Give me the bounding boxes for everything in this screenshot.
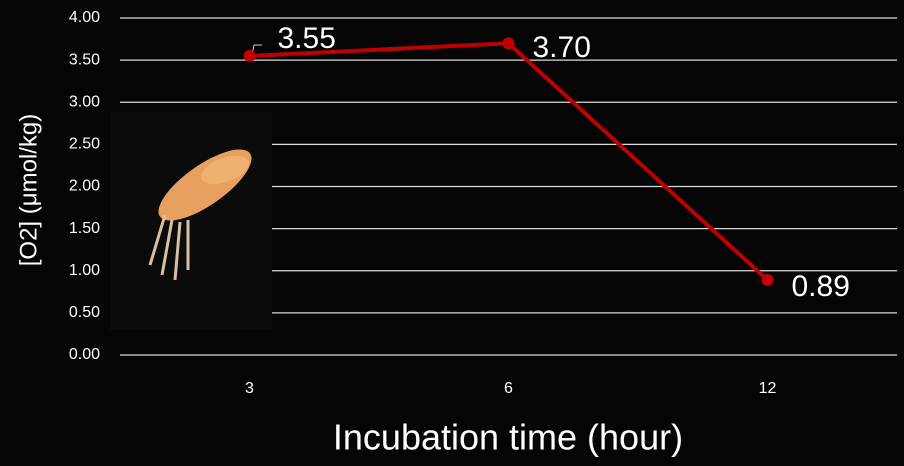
x-tick-label: 3 [245,380,254,397]
y-tick-label: 3.50 [69,51,100,68]
x-axis-title: Incubation time (hour) [333,417,683,458]
y-tick-label: 4.00 [69,9,100,26]
data-label: 3.70 [533,31,591,64]
data-label: 3.55 [278,22,336,55]
y-tick-label: 3.00 [69,93,100,110]
y-tick-label: 0.50 [69,304,100,321]
y-axis-title: [O2] (μmol/kg) [15,114,42,267]
y-tick-label: 2.50 [69,136,100,153]
y-tick-label: 0.00 [69,346,100,363]
data-point [502,37,515,50]
x-tick-label: 6 [504,380,513,397]
data-label: 0.89 [792,270,850,303]
shrimp-photo [110,112,272,330]
y-tick-label: 1.00 [69,262,100,279]
x-tick-label: 12 [759,380,777,397]
shrimp-legs [148,214,190,281]
data-point [761,274,774,287]
photo-frame [110,112,272,330]
y-tick-label: 2.00 [69,178,100,195]
y-tick-label: 1.50 [69,220,100,237]
shrimp-head [201,155,249,185]
data-point [243,49,256,62]
